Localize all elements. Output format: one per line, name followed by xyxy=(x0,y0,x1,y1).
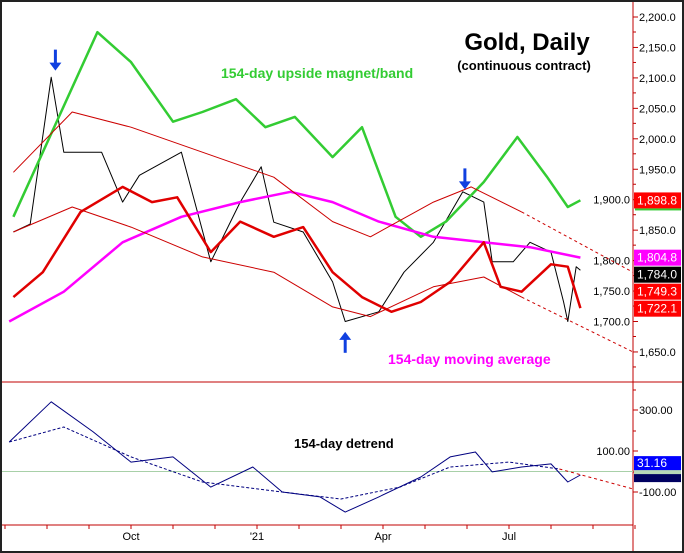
x-tick-label: Apr xyxy=(374,531,391,543)
last-value-badge xyxy=(634,300,681,317)
arrow-down-head-icon xyxy=(458,181,471,190)
ma-annotation: 154-day moving average xyxy=(388,351,551,367)
price-tick-label: 1,950.0 xyxy=(639,164,676,176)
price-tick-label: 1,800.0 xyxy=(593,256,630,268)
detrend-value-badge xyxy=(634,456,681,471)
last-value-badge xyxy=(634,192,681,209)
x-tick-label: Jul xyxy=(502,531,516,543)
price-tick-label: 1,900.0 xyxy=(593,195,630,207)
last-value-label: 1,749.3 xyxy=(637,285,677,299)
chart-subtitle: (continuous contract) xyxy=(457,58,591,73)
zero-line-badge xyxy=(634,469,681,475)
detrend-tick-label: 100.00 xyxy=(596,446,630,458)
series-gold-price xyxy=(13,76,581,322)
series-detrend-smooth xyxy=(9,426,560,500)
last-value-badge xyxy=(634,266,681,283)
chart-title: Gold, Daily xyxy=(464,29,590,56)
last-value-label: 1,898.8 xyxy=(637,193,677,207)
price-tick-label: 1,700.0 xyxy=(593,317,630,329)
x-tick-label: Oct xyxy=(122,531,139,543)
arrow-up-head-icon xyxy=(339,331,352,340)
last-value-badge xyxy=(634,249,681,266)
projection-lower-band xyxy=(521,296,634,353)
detrend-tick-label: -100.00 xyxy=(639,487,676,499)
price-tick-label: 1,650.0 xyxy=(639,347,676,359)
price-tick-label: 1,850.0 xyxy=(639,225,676,237)
last-value-label: 1,722.1 xyxy=(637,302,677,316)
detrend-value-label: 31.16 xyxy=(637,456,667,470)
projection-detrend-smooth xyxy=(559,468,634,490)
magnet-value-marker xyxy=(635,208,681,211)
series-154-day-upside-magnet-band xyxy=(12,30,581,239)
series-154-day-moving-average xyxy=(8,190,581,323)
price-tick-label: 2,100.0 xyxy=(639,73,676,85)
price-tick-label: 2,000.0 xyxy=(639,134,676,146)
series-lower-band xyxy=(13,206,522,318)
series-154-day-detrend xyxy=(8,401,581,513)
last-value-badge xyxy=(634,283,681,300)
price-tick-label: 1,750.0 xyxy=(593,286,630,298)
x-tick-label: '21 xyxy=(250,531,264,543)
series-upper-band xyxy=(13,111,522,238)
detrend-tick-label: 300.00 xyxy=(639,405,673,417)
arrow-down-head-icon xyxy=(49,62,62,71)
price-tick-label: 2,150.0 xyxy=(639,42,676,54)
price-tick-label: 2,050.0 xyxy=(639,103,676,115)
price-tick-label: 2,200.0 xyxy=(639,12,676,24)
last-value-label: 1,804.8 xyxy=(637,251,677,265)
magnet-annotation: 154-day upside magnet/band xyxy=(221,65,413,81)
series-cycle xyxy=(12,185,582,314)
detrend-annotation: 154-day detrend xyxy=(294,436,394,451)
last-value-label: 1,784.0 xyxy=(637,268,677,282)
